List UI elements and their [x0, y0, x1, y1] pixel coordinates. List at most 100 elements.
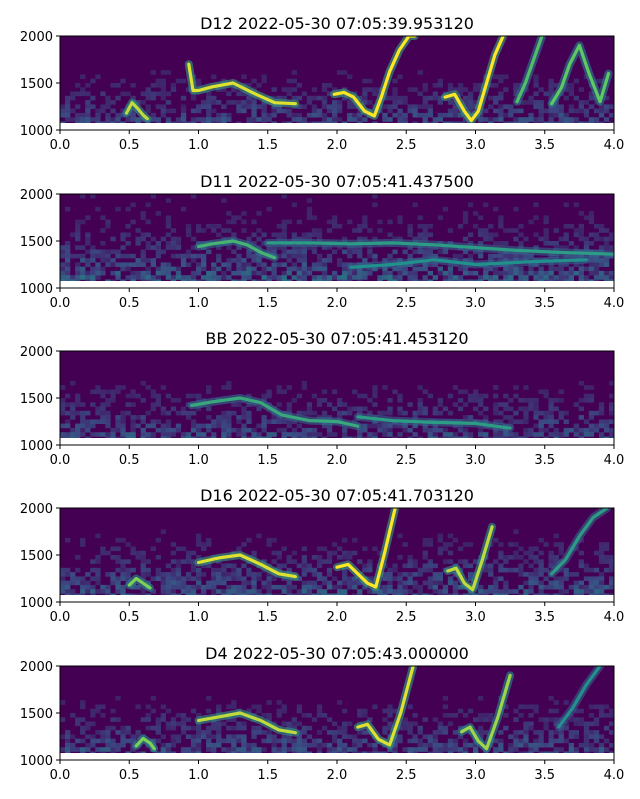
noise-cell	[135, 275, 141, 280]
noise-cell	[326, 108, 333, 114]
noise-cell	[216, 245, 222, 250]
noise-cell	[337, 725, 343, 731]
noise-cell	[402, 117, 408, 122]
noise-cell	[90, 270, 96, 276]
noise-cell	[437, 721, 443, 727]
noise-cell	[190, 117, 197, 122]
noise-cell	[533, 83, 539, 88]
noise-cell	[422, 87, 428, 92]
noise-cell	[598, 734, 605, 739]
noise-cell	[533, 74, 539, 80]
noise-cell	[160, 406, 166, 412]
noise-cell	[90, 584, 96, 590]
noise-cell	[518, 223, 524, 229]
noise-cell	[543, 584, 549, 590]
noise-cell	[105, 117, 111, 122]
noise-cell	[498, 589, 504, 594]
noise-cell	[206, 100, 212, 105]
noise-cell	[180, 275, 187, 280]
noise-cell	[382, 708, 388, 714]
noise-cell	[301, 266, 307, 272]
noise-cell	[75, 91, 81, 97]
noise-cell	[155, 717, 161, 722]
noise-cell	[578, 398, 584, 403]
noise-cell	[372, 546, 378, 552]
noise-cell	[296, 253, 302, 259]
noise-cell	[160, 717, 166, 722]
noise-cell	[246, 275, 252, 280]
noise-cell	[120, 262, 126, 267]
noise-cell	[190, 584, 197, 590]
noise-cell	[316, 738, 323, 744]
noise-cell	[165, 70, 172, 75]
noise-cell	[150, 708, 156, 714]
noise-cell	[548, 253, 554, 259]
noise-cell	[65, 249, 71, 255]
noise-cell	[140, 232, 146, 238]
noise-cell	[543, 236, 549, 242]
noise-cell	[140, 398, 146, 403]
noise-cell	[266, 717, 272, 722]
noise-cell	[422, 83, 428, 88]
noise-cell	[130, 262, 136, 267]
x-tick-label: 4.0	[604, 768, 625, 783]
noise-cell	[538, 572, 544, 577]
noise-cell	[503, 266, 509, 272]
noise-cell	[543, 410, 549, 416]
noise-cell	[125, 576, 131, 581]
noise-cell	[125, 253, 131, 259]
noise-cell	[261, 419, 267, 424]
noise-cell	[201, 266, 207, 272]
noise-cell	[437, 270, 443, 276]
noise-cell	[160, 704, 166, 710]
noise-cell	[140, 380, 146, 386]
noise-cell	[316, 432, 323, 437]
noise-cell	[483, 393, 489, 399]
noise-cell	[165, 419, 172, 424]
noise-cell	[553, 730, 559, 735]
noise-cell	[467, 108, 474, 114]
noise-cell	[609, 112, 614, 118]
noise-cell	[593, 550, 600, 556]
noise-cell	[115, 567, 121, 573]
noise-cell	[377, 550, 383, 556]
noise-cell	[301, 380, 307, 386]
noise-cell	[236, 266, 242, 272]
noise-cell	[236, 245, 242, 250]
noise-cell	[437, 533, 443, 539]
noise-cell	[427, 584, 433, 590]
noise-cell	[326, 83, 333, 88]
noise-cell	[165, 108, 172, 114]
x-tick-label: 3.5	[534, 610, 555, 625]
noise-cell	[196, 713, 202, 718]
noise-cell	[452, 402, 459, 407]
noise-cell	[538, 589, 544, 594]
noise-cell	[311, 738, 318, 744]
noise-cell	[196, 537, 202, 543]
noise-cell	[291, 725, 297, 731]
noise-cell	[417, 742, 423, 748]
noise-cell	[206, 95, 212, 101]
noise-cell	[538, 567, 544, 573]
noise-cell	[60, 747, 66, 752]
x-tick-label: 1.0	[188, 768, 209, 783]
noise-cell	[165, 275, 172, 280]
noise-cell	[155, 117, 161, 122]
noise-cell	[165, 198, 172, 203]
noise-cell	[422, 742, 428, 748]
noise-cell	[65, 734, 71, 739]
noise-cell	[367, 270, 373, 276]
noise-cell	[125, 402, 131, 407]
noise-cell	[543, 721, 549, 727]
noise-cell	[603, 108, 610, 114]
noise-cell	[321, 266, 328, 272]
noise-cell	[563, 112, 569, 118]
noise-cell	[362, 270, 368, 276]
noise-cell	[236, 721, 242, 727]
noise-cell	[65, 104, 71, 109]
noise-cell	[246, 410, 252, 416]
noise-cell	[553, 104, 559, 109]
noise-cell	[251, 747, 257, 752]
noise-cell	[75, 555, 81, 560]
noise-cell	[573, 108, 579, 114]
